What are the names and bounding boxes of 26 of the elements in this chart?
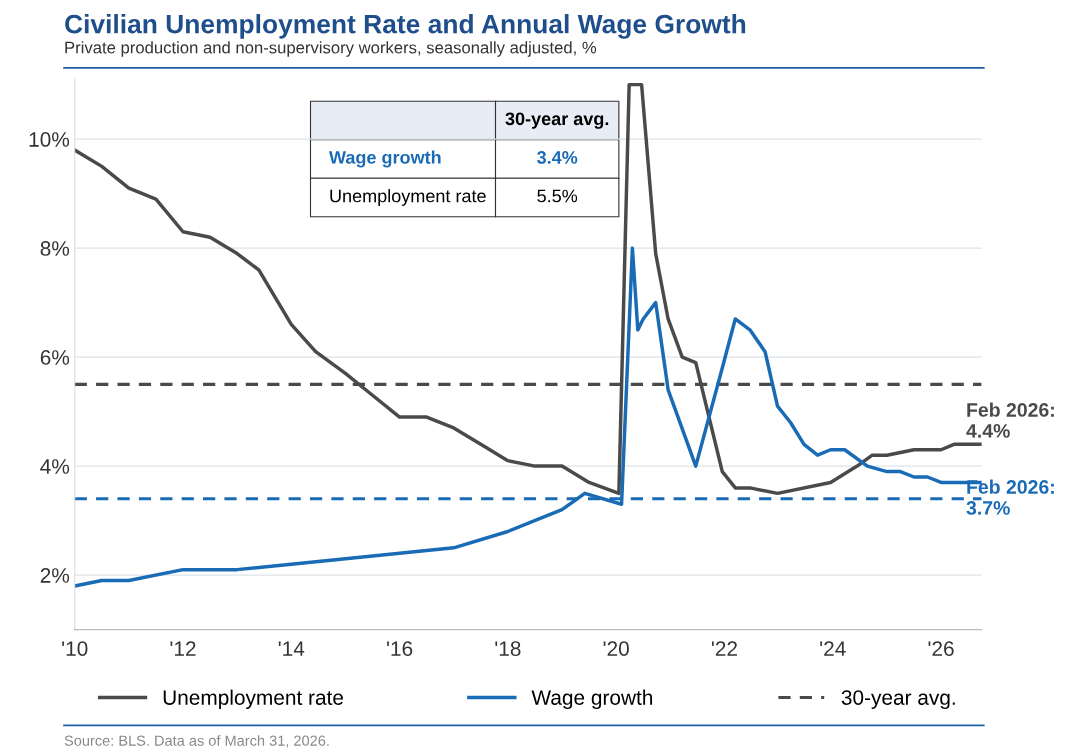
x-tick-label: '18 [495, 641, 521, 656]
chart-title: Civilian Unemployment Rate and Annual Wage Growth [65, 14, 746, 39]
legend-label: 30-year avg. [841, 690, 955, 710]
annotation: 3.4% [537, 151, 578, 164]
y-tick-label: 10% [29, 132, 70, 147]
x-tick-label: '14 [278, 641, 305, 656]
legend-label: Unemployment rate [163, 689, 344, 710]
y-tick-label: 4% [40, 459, 70, 474]
x-tick-label: '12 [170, 641, 196, 656]
y-tick-label: 2% [40, 568, 70, 583]
x-tick-label: '16 [387, 641, 413, 656]
x-tick-label: '22 [711, 641, 737, 656]
y-tick-label: 8% [40, 241, 70, 256]
x-tick-label: '10 [62, 641, 88, 656]
annotation: Wage growth [329, 150, 441, 168]
source-note: Source: BLS. Data as of March 31, 2026. [64, 735, 329, 748]
x-tick-label: '26 [928, 641, 954, 656]
x-tick-label: '24 [820, 641, 846, 656]
x-tick-label: '20 [603, 641, 629, 656]
legend-label: Wage growth [531, 689, 653, 710]
chart-subtitle: Private production and non-supervisory workers, seasonally adjusted, % [65, 41, 597, 57]
annotation: Unemployment rate [330, 189, 486, 206]
annotation: Feb 2026: 4.4% [966, 402, 1054, 438]
y-tick-label: 6% [40, 350, 70, 365]
annotation: 5.5% [537, 189, 578, 203]
annotation: 30-year avg. [505, 112, 609, 129]
